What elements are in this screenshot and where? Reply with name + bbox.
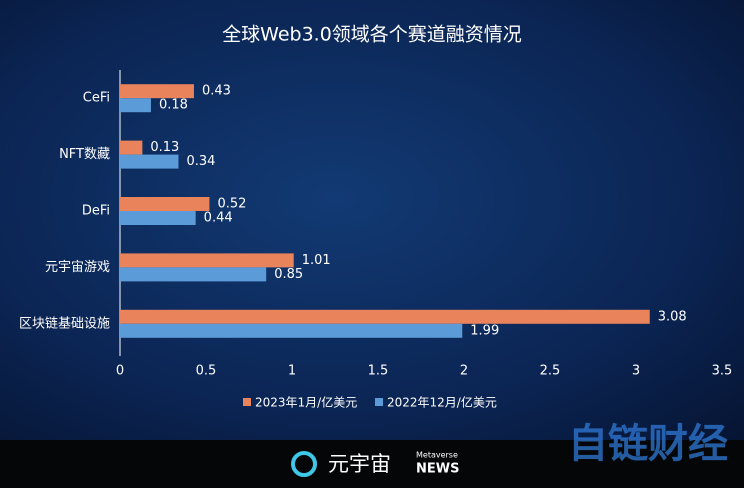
bar — [120, 211, 196, 225]
logo-icon — [291, 451, 317, 477]
x-tick-label: 1 — [288, 364, 296, 379]
data-label: 0.52 — [217, 197, 246, 212]
brand-news: NEWS — [416, 462, 459, 477]
watermark: 自链财经 — [568, 421, 728, 467]
legend-label: 2022年12月/亿美元 — [387, 395, 497, 410]
data-label: 0.13 — [150, 140, 179, 155]
bar — [120, 197, 210, 211]
y-tick-label: 区块链基础设施 — [19, 316, 110, 331]
bar — [120, 84, 194, 99]
y-tick-label: DeFi — [82, 204, 110, 219]
legend-swatch — [243, 398, 251, 406]
brand: 元宇宙 — [328, 452, 391, 476]
data-label: 3.08 — [658, 309, 687, 324]
bar — [120, 267, 267, 282]
bar — [120, 98, 151, 113]
chart-title: 全球Web3.0领域各个赛道融资情况 — [222, 24, 522, 46]
data-label: 0.18 — [159, 98, 188, 113]
x-tick-label: 2.5 — [540, 364, 561, 379]
y-tick-label: NFT数藏 — [59, 147, 110, 162]
x-tick-label: 0 — [116, 364, 124, 379]
x-tick-label: 0.5 — [196, 364, 217, 379]
legend-label: 2023年1月/亿美元 — [255, 395, 357, 410]
x-tick-label: 3.5 — [712, 364, 733, 379]
y-tick-label: 元宇宙游戏 — [45, 260, 110, 275]
bar — [120, 253, 294, 268]
data-label: 0.34 — [186, 154, 215, 169]
x-tick-label: 2 — [460, 364, 468, 379]
data-label: 0.85 — [274, 267, 303, 282]
y-tick-label: CeFi — [83, 91, 110, 106]
bar — [120, 154, 179, 169]
bar — [120, 309, 650, 324]
footer-bar — [0, 440, 744, 488]
x-tick-label: 3 — [632, 364, 640, 379]
bar — [120, 323, 463, 338]
data-label: 1.01 — [302, 253, 331, 268]
data-label: 1.99 — [470, 323, 499, 338]
bar — [120, 140, 143, 155]
legend-swatch — [375, 398, 383, 406]
brand-sub: Metaverse — [416, 451, 458, 460]
data-label: 0.43 — [202, 84, 231, 99]
data-label: 0.44 — [204, 211, 233, 226]
x-tick-label: 1.5 — [368, 364, 389, 379]
